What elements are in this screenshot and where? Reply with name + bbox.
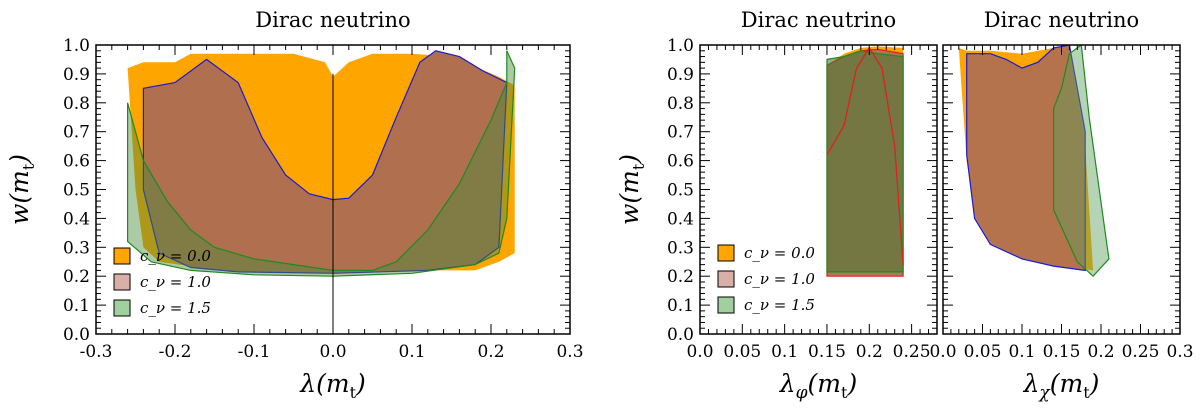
chart-title: Dirac neutrino bbox=[255, 8, 410, 32]
series-area-3 bbox=[127, 50, 516, 277]
legend-label-1: c_ν = 0.0 bbox=[140, 247, 211, 265]
x-tick-label: -0.3 bbox=[80, 342, 113, 362]
y-axis-label: w(mt) bbox=[615, 154, 648, 225]
legend: c_ν = 0.0 c_ν = 1.0 c_ν = 1.5 bbox=[113, 247, 211, 317]
y-tick-label: 0.7 bbox=[63, 123, 90, 143]
y-tick-label: 0.7 bbox=[667, 123, 694, 143]
x-tick-label: 0.1 bbox=[1008, 342, 1035, 362]
x-tick-label: 0.25 bbox=[893, 342, 931, 362]
legend-swatch-1 bbox=[717, 244, 735, 262]
y-tick-label: 0.5 bbox=[667, 181, 694, 201]
x-tick-label: 0.15 bbox=[1043, 342, 1081, 362]
x-tick-label: 0.05 bbox=[964, 342, 1002, 362]
x-tick-label: 0.0 bbox=[686, 342, 713, 362]
y-tick-label: 0.4 bbox=[667, 209, 694, 229]
chart-panel-3: 0.0 0.05 0.1 0.15 0.2 0.25 0.3 Dirac neutrino λχ… bbox=[929, 8, 1193, 403]
legend: c_ν = 0.0 c_ν = 1.0 c_ν = 1.5 bbox=[717, 244, 815, 314]
y-tick-label: 0.8 bbox=[667, 94, 694, 114]
x-tick-label: -0.2 bbox=[159, 342, 192, 362]
y-tick-label: 1.0 bbox=[667, 36, 694, 56]
y-tick-label: 0.3 bbox=[63, 238, 90, 258]
y-tick-label: 0.1 bbox=[63, 296, 90, 316]
chart-panel-2: 0.0 0.05 0.1 0.15 0.2 0.25 0.0 0.1 0.2 0.3 0.4 0.5 0… bbox=[615, 8, 938, 403]
legend-swatch-2 bbox=[113, 273, 131, 291]
x-tick-label: 0.0 bbox=[929, 342, 956, 362]
legend-label-3: c_ν = 1.5 bbox=[140, 299, 211, 317]
series-area-3 bbox=[1053, 45, 1110, 278]
x-axis-label: λχ(mt) bbox=[1023, 369, 1100, 403]
y-tick-label: 0.2 bbox=[63, 267, 90, 287]
x-tick-label: 0.15 bbox=[808, 342, 846, 362]
y-tick-label: 0.2 bbox=[667, 267, 694, 287]
series-area-3 bbox=[826, 50, 904, 273]
x-tick-label: 0.3 bbox=[556, 342, 583, 362]
y-tick-label: 0.0 bbox=[667, 325, 694, 345]
legend-swatch-2 bbox=[717, 270, 735, 288]
x-tick-label: 0.05 bbox=[723, 342, 761, 362]
x-tick-label: 0.25 bbox=[1122, 342, 1160, 362]
legend-swatch-3 bbox=[113, 299, 131, 317]
y-tick-label: 0.9 bbox=[63, 65, 90, 85]
legend-swatch-3 bbox=[717, 296, 735, 314]
y-tick-label: 0.3 bbox=[667, 238, 694, 258]
x-tick-label: 0.1 bbox=[771, 342, 798, 362]
x-axis-label: λ(mt) bbox=[299, 369, 366, 402]
x-tick-label: 0.2 bbox=[1087, 342, 1114, 362]
y-tick-label: 0.9 bbox=[667, 65, 694, 85]
y-tick-label: 0.4 bbox=[63, 209, 90, 229]
x-tick-label: 0.0 bbox=[319, 342, 346, 362]
y-tick-label: 0.6 bbox=[63, 152, 90, 172]
y-tick-label: 0.0 bbox=[63, 325, 90, 345]
legend-label-2: c_ν = 1.0 bbox=[140, 273, 211, 291]
legend-label-3: c_ν = 1.5 bbox=[744, 296, 815, 314]
y-tick-label: 1.0 bbox=[63, 36, 90, 56]
x-tick-label: -0.1 bbox=[238, 342, 271, 362]
y-axis-label: w(mt) bbox=[5, 154, 38, 225]
legend-label-1: c_ν = 0.0 bbox=[744, 244, 815, 262]
x-tick-label: 0.2 bbox=[477, 342, 504, 362]
chart-panel-1: -0.3 -0.2 -0.1 0.0 0.1 0.2 0.3 0.0 0.1 0.2 0.3 0.4 0… bbox=[5, 8, 584, 402]
x-tick-label: 0.3 bbox=[1166, 342, 1193, 362]
y-tick-label: 0.5 bbox=[63, 181, 90, 201]
y-tick-label: 0.1 bbox=[667, 296, 694, 316]
chart-title: Dirac neutrino bbox=[741, 8, 896, 32]
series-area-2 bbox=[142, 50, 508, 274]
x-axis-label: λφ(mt) bbox=[779, 369, 857, 403]
plot-area bbox=[958, 45, 1110, 278]
plot-area bbox=[826, 46, 904, 277]
legend-swatch-1 bbox=[113, 247, 131, 265]
plot-area bbox=[127, 50, 516, 334]
chart-title: Dirac neutrino bbox=[984, 8, 1139, 32]
legend-label-2: c_ν = 1.0 bbox=[744, 270, 815, 288]
y-tick-label: 0.8 bbox=[63, 94, 90, 114]
x-tick-label: 0.1 bbox=[398, 342, 425, 362]
x-tick-label: 0.2 bbox=[856, 342, 883, 362]
y-tick-label: 0.6 bbox=[667, 152, 694, 172]
